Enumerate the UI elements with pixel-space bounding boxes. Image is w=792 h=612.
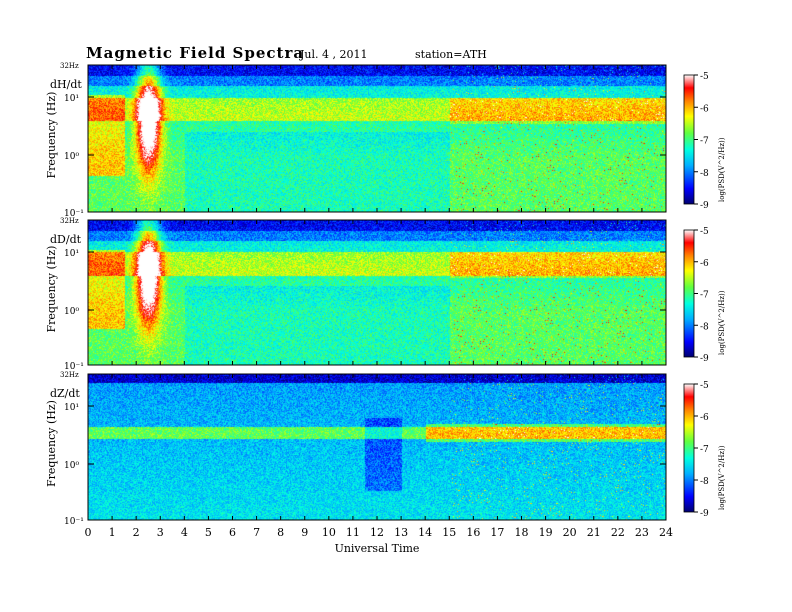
spectrogram-panel-1: dD/dt 32Hz Frequency (Hz) 10¹ 10⁰ 10⁻¹ -5 -6 -7 -… xyxy=(45,217,726,372)
colorbar-tick-label: -6 xyxy=(700,413,709,423)
colorbar xyxy=(683,229,695,358)
colorbar xyxy=(683,383,695,513)
x-tick-label: 5 xyxy=(205,526,212,539)
y-tick-label: 10⁰ xyxy=(64,461,79,471)
colorbar xyxy=(683,74,695,205)
y-axis-label: Frequency (Hz) xyxy=(45,400,58,487)
x-tick-label: 13 xyxy=(394,526,408,539)
y-axis-label: Frequency (Hz) xyxy=(45,92,58,179)
x-tick-label: 2 xyxy=(133,526,140,539)
colorbar-tick-label: -7 xyxy=(700,445,709,455)
colorbar-tick-label: -9 xyxy=(700,509,709,519)
panel-title: dH/dt xyxy=(50,78,82,91)
figure-title: Magnetic Field Spectra xyxy=(86,44,305,62)
x-tick-label: 15 xyxy=(442,526,456,539)
colorbar-tick-label: -5 xyxy=(700,227,709,237)
colorbar-tick-label: -8 xyxy=(700,477,709,487)
colorbar-tick-label: -6 xyxy=(700,259,709,269)
x-axis-label: Universal Time xyxy=(335,542,420,555)
top-frequency-label: 32Hz xyxy=(60,62,79,70)
colorbar-tick-label: -6 xyxy=(700,104,709,114)
x-tick-label: 19 xyxy=(539,526,553,539)
colorbar-tick-label: -9 xyxy=(700,201,709,211)
x-tick-label: 3 xyxy=(157,526,164,539)
x-tick-label: 7 xyxy=(253,526,260,539)
y-tick-label: 10⁻¹ xyxy=(64,209,84,219)
top-frequency-label: 32Hz xyxy=(60,371,79,379)
x-tick-label: 18 xyxy=(515,526,529,539)
spectrogram-heatmap xyxy=(88,220,666,365)
x-tick-label: 11 xyxy=(346,526,360,539)
figure-date: Jul. 4 , 2011 xyxy=(300,48,368,61)
y-tick-label: 10⁰ xyxy=(64,307,79,317)
x-tick-label: 0 xyxy=(85,526,92,539)
spectrogram-panel-0: dH/dt 32Hz Frequency (Hz) 10¹ 10⁰ 10⁻¹ -5 -6 -7 -… xyxy=(45,62,726,219)
y-tick-label: 10⁰ xyxy=(64,152,79,162)
x-tick-label: 4 xyxy=(181,526,188,539)
x-tick-label: 1 xyxy=(109,526,116,539)
colorbar-tick-label: -7 xyxy=(700,137,709,147)
y-tick-label: 10¹ xyxy=(64,403,79,413)
spectrogram-panel-2: dZ/dt 32Hz Frequency (Hz) 10¹ 10⁰ 10⁻¹ -5 -6 -7 -… xyxy=(45,371,726,555)
top-frequency-label: 32Hz xyxy=(60,217,79,225)
colorbar-tick-label: -8 xyxy=(700,322,709,332)
x-tick-label: 17 xyxy=(490,526,504,539)
x-tick-label: 20 xyxy=(563,526,577,539)
colorbar-tick-label: -9 xyxy=(700,354,709,364)
panel-title: dZ/dt xyxy=(50,387,80,400)
spectrogram-heatmap xyxy=(88,65,666,212)
panel-title: dD/dt xyxy=(50,233,82,246)
colorbar-tick-label: -8 xyxy=(700,169,709,179)
x-tick-label: 14 xyxy=(418,526,432,539)
x-tick-label: 23 xyxy=(635,526,649,539)
x-tick-label: 22 xyxy=(611,526,625,539)
x-tick-label: 16 xyxy=(466,526,480,539)
station-label: station=ATH xyxy=(415,48,487,61)
colorbar-label: log(PSD(V^2/Hz)) xyxy=(718,445,726,510)
x-tick-label: 9 xyxy=(301,526,308,539)
spectrogram-heatmap xyxy=(88,374,666,520)
x-tick-label: 12 xyxy=(370,526,384,539)
colorbar-tick-label: -7 xyxy=(700,291,709,301)
y-tick-label: 10¹ xyxy=(64,94,79,104)
x-tick-label: 6 xyxy=(229,526,236,539)
colorbar-tick-label: -5 xyxy=(700,72,709,82)
y-tick-label: 10¹ xyxy=(64,249,79,259)
y-tick-label: 10⁻¹ xyxy=(64,362,84,372)
x-tick-label: 21 xyxy=(587,526,601,539)
y-tick-label: 10⁻¹ xyxy=(64,517,84,527)
x-tick-label: 10 xyxy=(322,526,336,539)
y-axis-label: Frequency (Hz) xyxy=(45,246,58,333)
colorbar-label: log(PSD(V^2/Hz)) xyxy=(718,290,726,355)
x-tick-label: 24 xyxy=(659,526,673,539)
colorbar-label: log(PSD(V^2/Hz)) xyxy=(718,137,726,202)
x-tick-label: 8 xyxy=(277,526,284,539)
colorbar-tick-label: -5 xyxy=(700,381,709,391)
